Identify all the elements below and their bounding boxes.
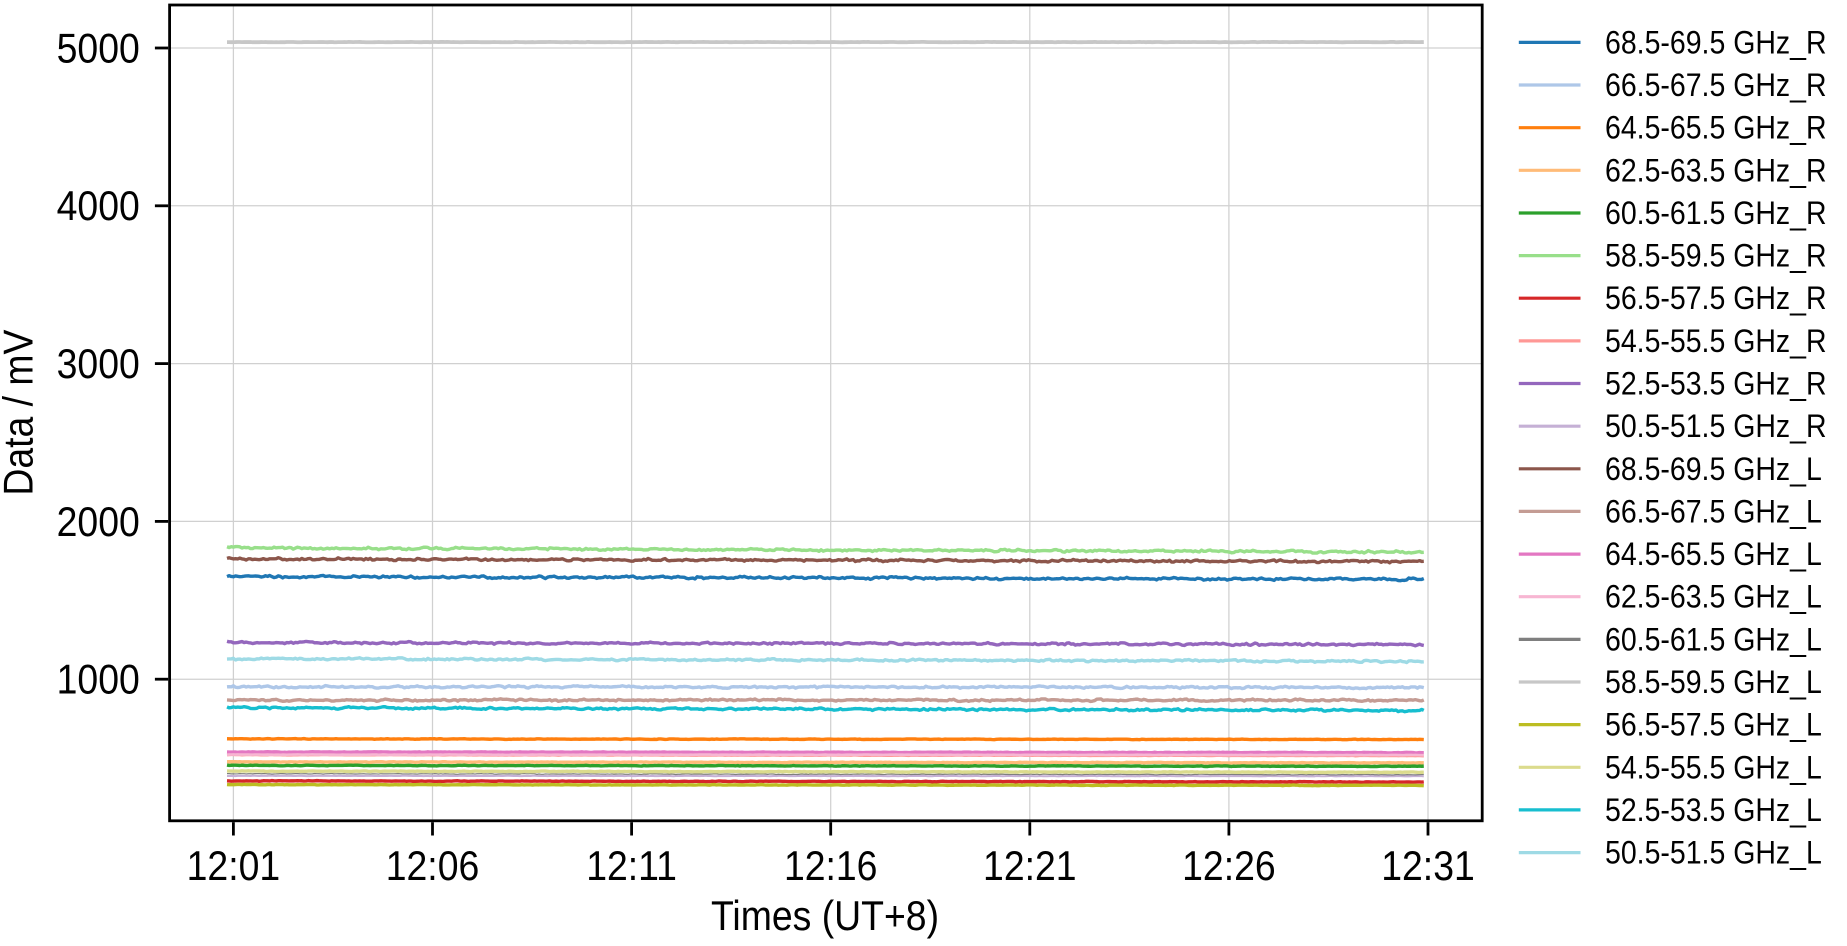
svg-text:54.5-55.5 GHz_R: 54.5-55.5 GHz_R <box>1605 324 1827 359</box>
svg-text:Data / mV: Data / mV <box>0 329 42 496</box>
svg-text:58.5-59.5 GHz_L: 58.5-59.5 GHz_L <box>1605 666 1822 701</box>
svg-text:2000: 2000 <box>57 499 140 545</box>
svg-text:54.5-55.5 GHz_L: 54.5-55.5 GHz_L <box>1605 751 1822 786</box>
svg-text:58.5-59.5 GHz_R: 58.5-59.5 GHz_R <box>1605 239 1827 274</box>
svg-text:12:11: 12:11 <box>586 843 677 889</box>
svg-text:52.5-53.5 GHz_R: 52.5-53.5 GHz_R <box>1605 367 1827 402</box>
svg-text:56.5-57.5 GHz_R: 56.5-57.5 GHz_R <box>1605 282 1827 317</box>
svg-text:12:01: 12:01 <box>187 843 281 889</box>
svg-text:12:16: 12:16 <box>784 843 878 889</box>
svg-text:60.5-61.5 GHz_L: 60.5-61.5 GHz_L <box>1605 623 1822 658</box>
svg-text:66.5-67.5 GHz_L: 66.5-67.5 GHz_L <box>1605 495 1822 530</box>
svg-text:12:21: 12:21 <box>983 843 1077 889</box>
svg-text:12:26: 12:26 <box>1182 843 1276 889</box>
svg-text:5000: 5000 <box>57 25 140 71</box>
svg-text:12:06: 12:06 <box>386 843 480 889</box>
svg-text:66.5-67.5 GHz_R: 66.5-67.5 GHz_R <box>1605 69 1827 104</box>
svg-text:62.5-63.5 GHz_L: 62.5-63.5 GHz_L <box>1605 580 1822 615</box>
svg-text:1000: 1000 <box>57 657 140 703</box>
svg-text:12:31: 12:31 <box>1381 843 1475 889</box>
svg-text:4000: 4000 <box>57 183 140 229</box>
svg-text:50.5-51.5 GHz_R: 50.5-51.5 GHz_R <box>1605 410 1827 445</box>
svg-text:64.5-65.5 GHz_R: 64.5-65.5 GHz_R <box>1605 111 1827 146</box>
svg-text:Times (UT+8): Times (UT+8) <box>711 893 939 939</box>
svg-text:64.5-65.5 GHz_L: 64.5-65.5 GHz_L <box>1605 538 1822 573</box>
svg-text:56.5-57.5 GHz_L: 56.5-57.5 GHz_L <box>1605 708 1822 743</box>
svg-text:60.5-61.5 GHz_R: 60.5-61.5 GHz_R <box>1605 197 1827 232</box>
svg-text:68.5-69.5 GHz_R: 68.5-69.5 GHz_R <box>1605 26 1827 61</box>
svg-text:3000: 3000 <box>57 341 140 387</box>
svg-text:52.5-53.5 GHz_L: 52.5-53.5 GHz_L <box>1605 793 1822 828</box>
svg-text:62.5-63.5 GHz_R: 62.5-63.5 GHz_R <box>1605 154 1827 189</box>
svg-text:50.5-51.5 GHz_L: 50.5-51.5 GHz_L <box>1605 836 1822 871</box>
svg-text:68.5-69.5 GHz_L: 68.5-69.5 GHz_L <box>1605 452 1822 487</box>
